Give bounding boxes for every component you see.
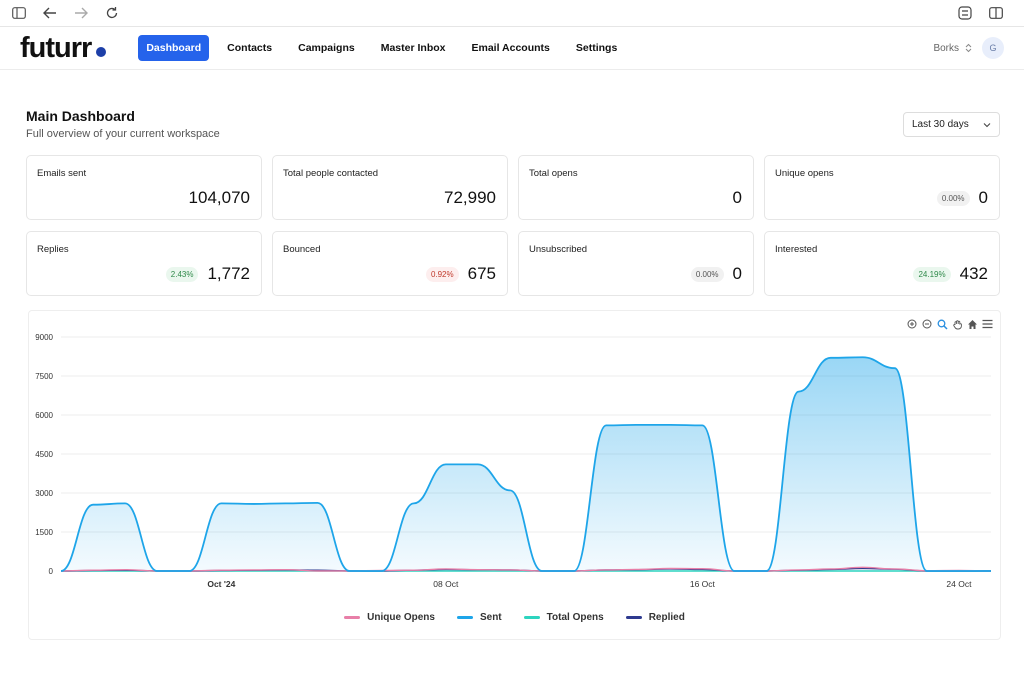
- legend-item-replied[interactable]: Replied: [625, 612, 685, 623]
- stat-value: 72,990: [444, 188, 496, 207]
- nav-item-dashboard[interactable]: Dashboard: [138, 35, 210, 61]
- stat-card-unique-opens: Unique opens 0.00% 0: [764, 155, 1000, 220]
- stat-label: Total people contacted: [283, 168, 379, 179]
- nav-item-campaigns[interactable]: Campaigns: [298, 42, 355, 54]
- stat-label: Replies: [37, 244, 69, 255]
- back-arrow-icon[interactable]: [39, 2, 61, 24]
- stat-value: 0: [978, 188, 988, 207]
- stat-card-total-opens: Total opens 0: [518, 155, 754, 220]
- stat-value: 0: [732, 188, 742, 207]
- stat-card-emails-sent: Emails sent 104,070: [26, 155, 262, 220]
- stat-value: 675: [467, 264, 496, 283]
- chevron-down-icon: [983, 122, 991, 127]
- stat-label: Unsubscribed: [529, 244, 588, 255]
- y-tick-label: 4500: [35, 450, 53, 459]
- series-sent-line: [60, 356, 991, 572]
- chevron-up-down-icon: [965, 43, 972, 53]
- y-tick-label: 0: [49, 567, 54, 576]
- legend-swatch: [625, 616, 642, 619]
- legend-label: Unique Opens: [367, 612, 435, 623]
- menu-icon[interactable]: [981, 318, 993, 330]
- y-tick-label: 1500: [35, 528, 53, 537]
- legend-label: Sent: [479, 612, 502, 623]
- stat-badge: 0.00%: [690, 266, 724, 282]
- stat-value: 432: [959, 264, 988, 283]
- stat-label: Total opens: [529, 168, 578, 179]
- legend-swatch: [344, 616, 361, 619]
- chart-toolbar: [906, 318, 993, 330]
- stat-card-replies: Replies 2.43% 1,772: [26, 231, 262, 296]
- legend-item-unique-opens[interactable]: Unique Opens: [344, 612, 435, 623]
- stat-value: 0: [732, 264, 742, 283]
- legend-label: Total Opens: [546, 612, 604, 623]
- stat-label: Bounced: [283, 244, 321, 255]
- forward-arrow-icon[interactable]: [70, 2, 92, 24]
- logo-text: futurr: [20, 31, 92, 64]
- logo-dot: [96, 46, 107, 57]
- page-title: Main Dashboard: [26, 108, 135, 124]
- sidebar-toggle-icon[interactable]: [8, 2, 30, 24]
- y-tick-label: 3000: [35, 489, 53, 498]
- x-tick-label: 16 Oct: [690, 579, 716, 589]
- legend-swatch: [523, 616, 540, 619]
- stat-badge: 24.19%: [913, 266, 951, 282]
- pan-hand-icon[interactable]: [951, 318, 963, 330]
- zoom-select-icon[interactable]: [936, 318, 948, 330]
- legend-item-sent[interactable]: Sent: [456, 612, 502, 623]
- chart-canvas: 0 1500 3000 4500 6000 7500 9000 Oct '24 08 Oct 16…: [35, 333, 992, 589]
- stat-card-unsubscribed: Unsubscribed 0.00% 0: [518, 231, 754, 296]
- nav-item-master-inbox[interactable]: Master Inbox: [380, 42, 446, 54]
- x-tick-label: Oct '24: [207, 579, 235, 589]
- extension-icon[interactable]: [954, 2, 976, 24]
- stat-label: Interested: [775, 244, 818, 255]
- activity-chart: 0 1500 3000 4500 6000 7500 9000 Oct '24 08 Oct 16…: [28, 310, 1001, 640]
- nav-item-settings[interactable]: Settings: [575, 42, 618, 54]
- browser-toolbar: [0, 0, 1024, 27]
- stat-card-interested: Interested 24.19% 432: [764, 231, 1000, 296]
- y-tick-label: 7500: [35, 372, 53, 381]
- stat-badge: 0.92%: [425, 266, 459, 282]
- x-tick-label: 24 Oct: [946, 579, 972, 589]
- workspace-switcher[interactable]: Borks: [933, 43, 972, 54]
- legend-item-total-opens[interactable]: Total Opens: [523, 612, 604, 623]
- zoom-in-icon[interactable]: [906, 318, 918, 330]
- stat-label: Emails sent: [37, 168, 87, 179]
- avatar[interactable]: G: [982, 37, 1004, 59]
- stat-label: Unique opens: [775, 168, 834, 179]
- stats-grid: Emails sent 104,070 Total people contact…: [26, 155, 1000, 296]
- nav-item-email-accounts[interactable]: Email Accounts: [471, 42, 550, 54]
- stat-badge: 0.00%: [936, 190, 970, 206]
- reload-icon[interactable]: [101, 2, 123, 24]
- y-tick-label: 9000: [35, 333, 53, 342]
- page-subtitle: Full overview of your current workspace: [26, 128, 220, 140]
- stat-value: 104,070: [188, 188, 250, 207]
- stat-card-bounced: Bounced 0.92% 675: [272, 231, 508, 296]
- workspace-name: Borks: [933, 42, 959, 54]
- y-tick-label: 6000: [35, 411, 53, 420]
- nav-item-contacts[interactable]: Contacts: [227, 42, 273, 54]
- logo[interactable]: futurr: [20, 31, 107, 65]
- split-view-icon[interactable]: [985, 2, 1007, 24]
- date-range-value: Last 30 days: [912, 119, 969, 130]
- stat-badge: 2.43%: [165, 266, 199, 282]
- top-nav: futurr Dashboard Contacts Campaigns Mast…: [0, 27, 1024, 70]
- stat-card-people-contacted: Total people contacted 72,990: [272, 155, 508, 220]
- series-unique-opens-line: [60, 566, 992, 572]
- series-sent-area: [61, 357, 991, 571]
- chart-legend: Unique Opens Sent Total Opens Replied: [29, 612, 1000, 623]
- date-range-select[interactable]: Last 30 days: [903, 112, 1000, 137]
- legend-swatch: [456, 616, 473, 619]
- page-header: Main Dashboard Full overview of your cur…: [26, 108, 220, 140]
- stat-value: 1,772: [207, 264, 250, 283]
- reset-home-icon[interactable]: [966, 318, 978, 330]
- x-tick-label: 08 Oct: [433, 579, 459, 589]
- zoom-out-icon[interactable]: [921, 318, 933, 330]
- legend-label: Replied: [648, 612, 685, 623]
